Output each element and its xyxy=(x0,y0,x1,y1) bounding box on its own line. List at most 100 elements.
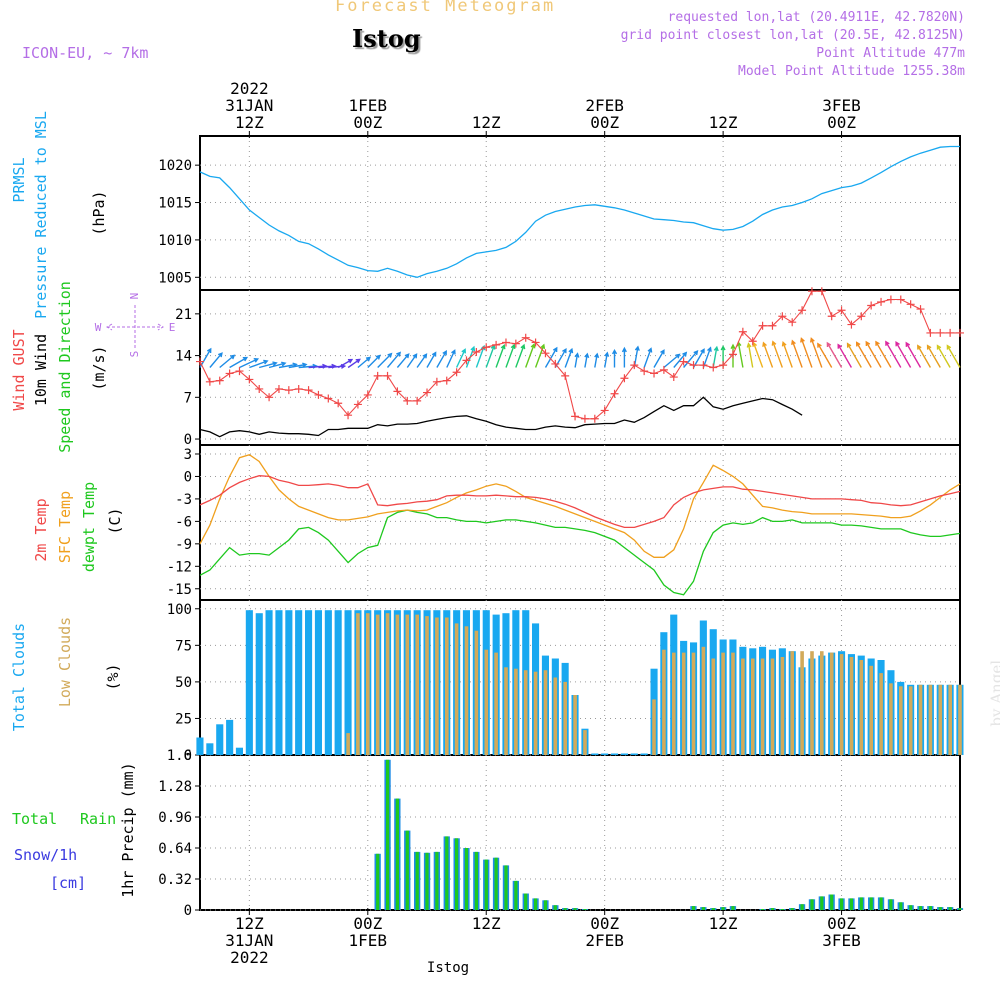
wind-direction-arrow xyxy=(621,346,627,368)
wind-gust-marker xyxy=(709,363,718,372)
precip-bar xyxy=(504,865,508,910)
pressure-ytick-label: 1010 xyxy=(158,233,192,249)
low-cloud-bar xyxy=(711,658,716,755)
total-cloud-bar xyxy=(314,610,322,755)
wind-gust-marker xyxy=(857,312,866,321)
wind-gust-marker xyxy=(314,390,323,399)
wind-gust-marker xyxy=(452,368,461,377)
wind-direction-arrow xyxy=(826,341,843,368)
precipitation-ytick-label: 0.32 xyxy=(158,872,192,888)
wind-gust-marker xyxy=(265,393,274,402)
clouds-ytick-label: 100 xyxy=(167,602,192,618)
total-cloud-bar xyxy=(235,747,243,755)
precip-bar xyxy=(869,897,873,910)
wind-gust-marker xyxy=(462,356,471,365)
temperature-ytick-label: -3 xyxy=(175,492,192,508)
wind-gust-marker xyxy=(294,384,303,393)
wind-gust-marker xyxy=(946,328,955,337)
wind-gust-marker xyxy=(423,388,432,397)
precip-bar xyxy=(435,851,439,910)
precip-bar xyxy=(731,906,735,910)
wind-gust-marker xyxy=(650,369,659,378)
wind-gust-marker xyxy=(867,301,876,310)
low-cloud-bar xyxy=(454,623,459,755)
low-cloud-bar xyxy=(770,658,775,755)
wind-gust-marker xyxy=(748,337,757,346)
total-cloud-bar xyxy=(344,610,352,755)
footer-station-label: Istog xyxy=(427,960,469,976)
wind-direction-arrow xyxy=(736,341,744,368)
wind-gust-marker xyxy=(916,305,925,314)
wind-gust-marker xyxy=(886,295,895,304)
wind-gust-marker xyxy=(877,297,886,306)
wind-ytick-label: 7 xyxy=(184,390,192,406)
wind-direction-arrow xyxy=(885,340,902,368)
wind-direction-arrow xyxy=(396,353,410,368)
low-cloud-bar xyxy=(583,730,587,755)
wind-gust-marker xyxy=(640,367,649,376)
bottom-time-label: 00Z xyxy=(353,914,382,933)
wind-direction-arrow xyxy=(475,344,486,368)
wind-direction-arrow xyxy=(604,351,610,368)
compass-east-label: E xyxy=(169,321,176,334)
low-cloud-bar xyxy=(741,658,745,755)
wind-direction-arrow xyxy=(239,358,260,369)
wind-gust-marker xyxy=(413,396,422,405)
wind-gust-marker xyxy=(689,361,698,370)
total-cloud-bar xyxy=(275,610,283,755)
wind-gust-marker xyxy=(906,300,915,309)
precip-bar xyxy=(524,893,528,910)
wind-direction-arrow xyxy=(673,351,688,368)
wind-direction-arrow xyxy=(574,352,580,368)
low-clouds-label: Low Clouds xyxy=(56,617,74,707)
wind-gust-marker xyxy=(531,338,540,347)
low-cloud-bar xyxy=(652,699,656,755)
total-cloud-bar xyxy=(285,610,293,755)
wind-direction-arrow xyxy=(692,348,705,368)
wind-gust-marker xyxy=(432,377,441,386)
wind-direction-arrow xyxy=(534,343,546,368)
pressure-ytick-label: 1020 xyxy=(158,158,192,174)
precip-bar xyxy=(553,905,557,910)
low-cloud-bar xyxy=(662,649,666,755)
wind-direction-arrow xyxy=(347,358,361,369)
wind-direction-arrow xyxy=(505,343,516,368)
total-cloud-bar xyxy=(245,610,253,755)
wind-direction-arrow xyxy=(495,343,506,368)
wind-gust-marker xyxy=(363,390,372,399)
precip-bar xyxy=(415,851,419,910)
low-cloud-bar xyxy=(494,652,498,755)
wind-gust-marker xyxy=(827,312,836,321)
chart-title: Forecast Meteogram xyxy=(335,0,556,16)
wind-gust-marker xyxy=(235,367,244,376)
top-time-label: 2FEB xyxy=(585,96,624,115)
wind-gust-marker xyxy=(255,384,264,393)
total-cloud-bar xyxy=(206,743,214,755)
low-cloud-bar xyxy=(780,657,785,755)
model-point-altitude: Model Point Altitude 1255.38m xyxy=(738,64,965,79)
wind-gust-marker xyxy=(817,287,826,296)
total-cloud-bar xyxy=(611,753,619,755)
precipitation-ytick-label: 0.96 xyxy=(158,810,192,826)
wind-gust-marker xyxy=(659,365,668,374)
wind-direction-arrow xyxy=(926,344,941,368)
precip-bar xyxy=(494,857,498,910)
wind-gust-marker xyxy=(956,328,964,337)
wind-gust-marker xyxy=(215,376,224,385)
low-cloud-bar xyxy=(523,670,528,755)
top-time-label: 00Z xyxy=(590,113,619,132)
wind-direction-arrow xyxy=(936,344,951,368)
precip-bar xyxy=(474,851,478,910)
wind-gust-marker xyxy=(245,375,254,384)
low-cloud-bar xyxy=(464,626,469,755)
wind-direction-arrow xyxy=(683,349,699,368)
wind-direction-arrow xyxy=(837,343,853,368)
wind-gust-marker xyxy=(334,399,343,408)
bottom-time-label: 00Z xyxy=(827,914,856,933)
low-cloud-bar xyxy=(533,671,538,755)
bottom-time-label: 12Z xyxy=(472,914,501,933)
wind-ytick-label: 0 xyxy=(184,432,192,448)
model-name: ICON-EU, ~ 7km xyxy=(22,44,149,62)
wind-direction-arrow xyxy=(946,344,961,368)
